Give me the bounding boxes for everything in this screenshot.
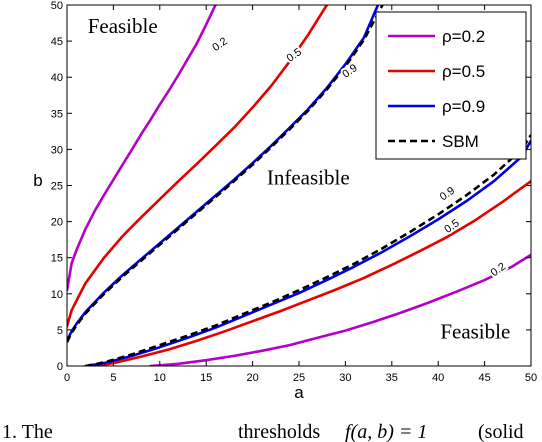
region-label-2: Feasible [440,319,510,343]
legend-label-3: SBM [442,132,479,151]
region-label-group: Feasible Infeasible Feasible [88,14,511,343]
x-tick-label-7: 35 [386,372,398,384]
y-tick-label-2: 10 [51,289,63,301]
caption: 1. The thresholds f(a, b) = 1 (solid [2,421,524,442]
x-tick-label-1: 5 [110,372,116,384]
series-line-3-upper [67,5,384,343]
legend-label-0: ρ=0.2 [442,27,485,46]
caption-formula: f(a, b) = 1 [345,421,427,442]
series-line-3-lower [85,134,531,366]
legend-label-2: ρ=0.9 [442,97,485,116]
curve-group [67,5,531,366]
y-tick-label-10: 50 [51,0,63,12]
x-tick-label-6: 30 [339,372,351,384]
series-line-0-lower [149,253,531,366]
series-line-1-upper [67,5,329,328]
y-tick-label-0: 0 [57,361,63,373]
y-tick-label-5: 25 [51,181,63,193]
caption-middle: thresholds [238,421,320,442]
y-tick-label-9: 45 [51,36,63,48]
x-axis: 0 5 10 15 20 25 30 35 40 45 50 [64,5,537,384]
y-tick-label-4: 20 [51,217,63,229]
series-line-1-lower [93,179,531,366]
series-line-0-upper [67,5,217,292]
x-tick-label-2: 10 [154,372,166,384]
legend: ρ=0.2 ρ=0.5 ρ=0.9 SBM [375,11,527,160]
y-tick-label-3: 15 [51,253,63,265]
caption-suffix: (solid [478,421,524,442]
y-axis-label: b [33,171,42,190]
y-tick-label-7: 35 [51,108,63,120]
legend-label-1: ρ=0.5 [442,62,485,81]
x-tick-label-9: 45 [478,372,490,384]
x-tick-label-10: 50 [525,372,537,384]
x-axis-label: a [294,383,304,402]
y-axis: 0 5 10 15 20 25 30 35 40 45 50 [51,0,531,373]
region-label-0: Feasible [88,14,158,38]
y-tick-label-8: 40 [51,72,63,84]
series-line-2-lower [84,139,531,366]
y-tick-label-1: 5 [57,325,63,337]
x-tick-label-5: 25 [293,372,305,384]
y-tick-label-6: 30 [51,144,63,156]
x-tick-label-4: 20 [246,372,258,384]
x-tick-label-8: 40 [432,372,444,384]
x-tick-label-0: 0 [64,372,70,384]
caption-prefix: 1. The [2,421,53,442]
region-label-1: Infeasible [267,166,350,190]
x-tick-label-3: 15 [200,372,212,384]
